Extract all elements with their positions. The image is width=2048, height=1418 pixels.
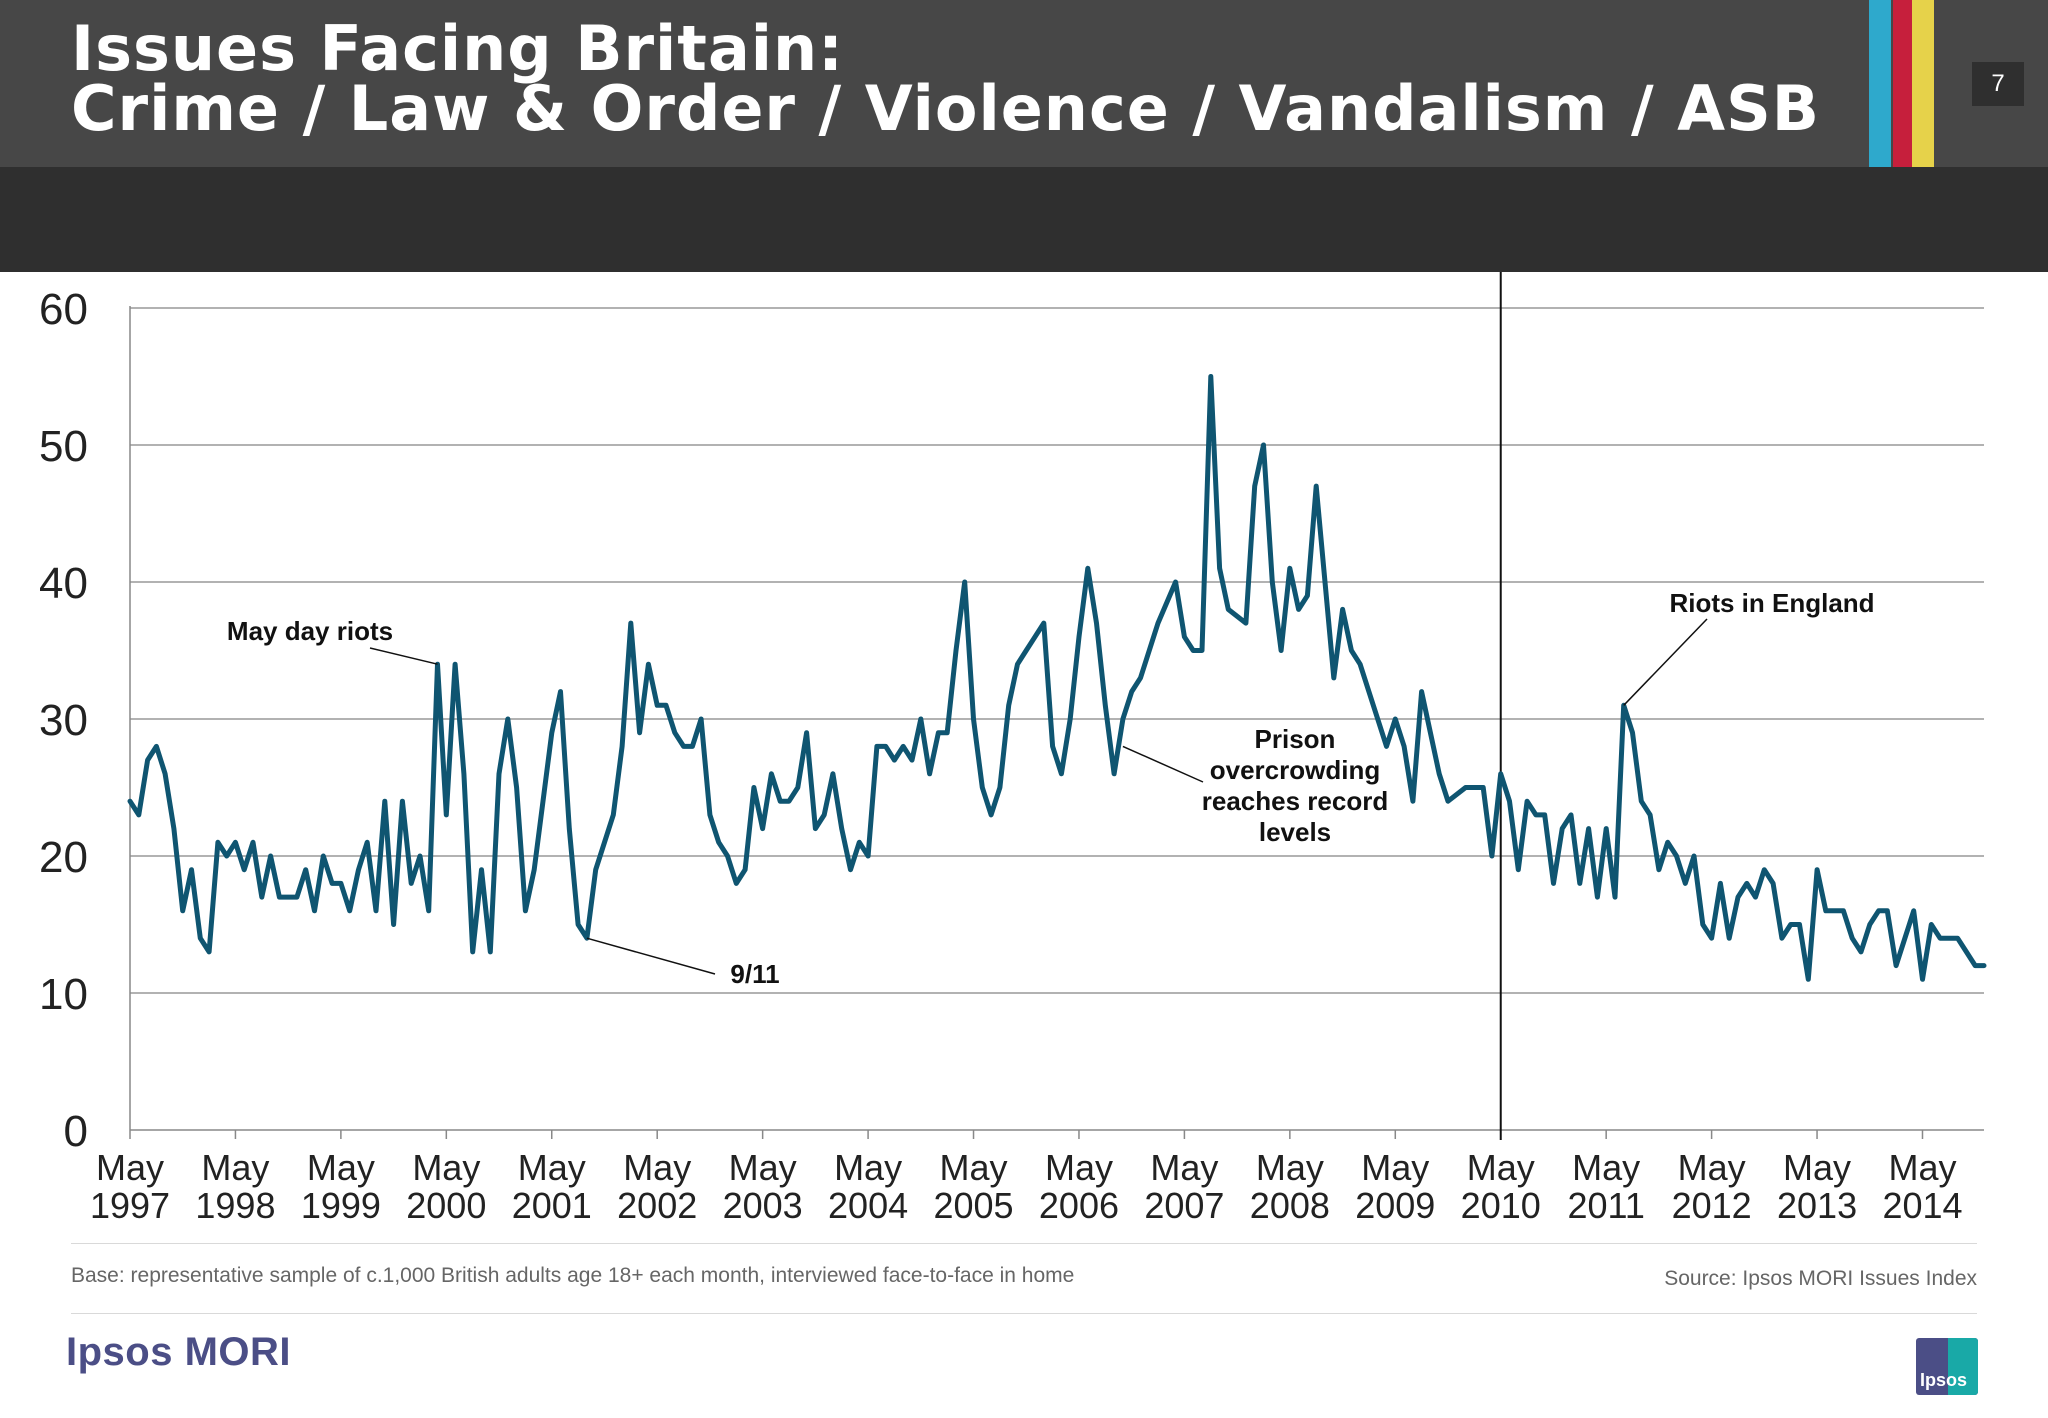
x-tick-label: May 1997 [90,1147,170,1226]
annotation-leader-0 [369,647,438,665]
base-note: Base: representative sample of c.1,000 B… [71,1264,1075,1287]
y-tick-label: 40 [39,559,88,608]
x-tick-label: May 2007 [1144,1147,1224,1226]
x-tick-label: May 2005 [933,1147,1013,1226]
survey-question: What do you see as the most/other import… [72,337,1194,373]
x-tick-label: May 2014 [1882,1147,1962,1226]
annotations: May day riots 9/11 Prison overcrowding reach… [227,588,1875,989]
annotation-leader-2 [1122,745,1204,783]
x-tick-label: May 2001 [512,1147,592,1226]
y-tick-label: 0 [64,1107,88,1156]
annotation-label-0: May day riots [227,616,393,646]
x-tick-label: May 1999 [301,1147,381,1226]
footer-divider-top [71,1243,1977,1244]
annotation-label-2: Prison overcrowding reaches record levels [1202,724,1388,847]
accent-stripe-blue [1869,0,1891,167]
ipsos-badge-logo: Ipsos [1916,1338,1978,1395]
series-line-layer [127,374,1987,982]
x-tick-label: May 2000 [406,1147,486,1226]
x-tick-label: May 2012 [1672,1147,1752,1226]
slide-header: Issues Facing Britain: Crime / Law & Ord… [0,0,2048,167]
x-tick-label: May 2003 [723,1147,803,1226]
x-tick-label: May 2009 [1355,1147,1435,1226]
footer-divider-bottom [71,1313,1977,1314]
x-tick-label: May 1998 [195,1147,275,1226]
line-chart: 0 10 20 30 40 50 60 May 1997 May 1998 May 1999 May 200… [39,272,1987,1226]
annotation-leader-3 [1623,618,1708,706]
source-note: Source: Ipsos MORI Issues Index [1664,1267,1977,1290]
axes: 0 10 20 30 40 50 60 May 1997 May 1998 May 1999 May 200… [39,285,1984,1226]
y-tick-label: 10 [39,970,88,1019]
y-tick-label: 30 [39,696,88,745]
x-tick-label: May 2010 [1461,1147,1541,1226]
subtitle-bar: What do you see as the most/other import… [0,167,2048,373]
cameron-marker: Cameron becomesPM [1499,272,1502,1140]
y-tick-label: 60 [39,285,88,334]
annotation-label-1: 9/11 [730,959,779,989]
series-line-0 [127,374,1987,982]
ipsos-mori-logo: Ipsos MORI [66,1330,292,1374]
x-tick-label: May 2011 [1567,1147,1644,1226]
x-tick-label: May 2008 [1250,1147,1330,1226]
annotation-label-3: Riots in England [1669,588,1874,618]
grid-lines [130,307,1984,994]
slide-title-line-1: Issues Facing Britain: [71,12,844,85]
slide-title-line-2: Crime / Law & Order / Violence / Vandali… [71,72,1821,145]
x-tick-label: May 2002 [617,1147,697,1226]
x-tick-label: May 2013 [1777,1147,1857,1226]
y-tick-label: 20 [39,833,88,882]
badge-text: Ipsos [1920,1370,1968,1390]
badge-accent [1948,1338,1978,1395]
x-tick-label: May 2006 [1039,1147,1119,1226]
x-tick-label: May 2004 [828,1147,908,1226]
y-tick-label: 50 [39,422,88,471]
accent-stripe-red [1893,0,1915,167]
page-number: 7 [1972,62,2024,106]
accent-stripe-yellow [1912,0,1934,167]
annotation-leader-1 [586,937,716,975]
